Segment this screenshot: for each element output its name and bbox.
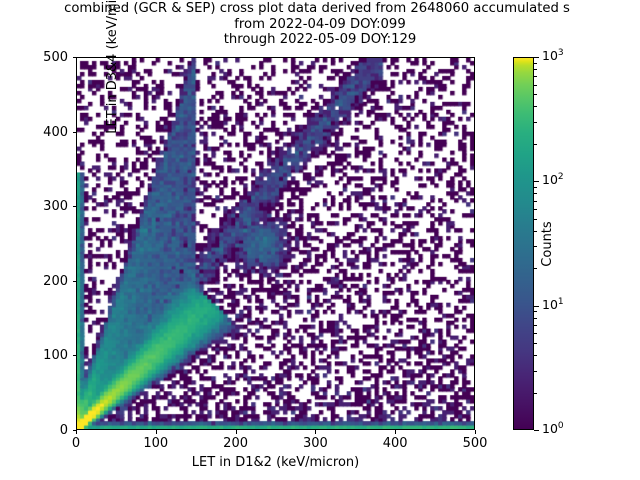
ytick-mark-400 bbox=[72, 131, 76, 133]
y-axis-label: LET in D3&4 (keV/micron) bbox=[104, 0, 120, 134]
cbtick-base-1e0: 10 bbox=[542, 421, 558, 437]
cbtick-mark-1e3 bbox=[534, 57, 539, 58]
y-axis-label-wrapper: LET in D3&4 (keV/micron) bbox=[103, 0, 121, 250]
cbtick-minor-50 bbox=[534, 218, 537, 220]
colorbar-gradient[interactable] bbox=[513, 57, 534, 430]
cbtick-mark-1e0 bbox=[534, 430, 539, 431]
xtick-mark-100 bbox=[155, 430, 157, 434]
cbtick-label-1e2: 102 bbox=[542, 172, 564, 187]
cbtick-label-1e3: 103 bbox=[542, 48, 564, 63]
cbtick-minor-2 bbox=[534, 392, 537, 394]
cbtick-minor-3 bbox=[534, 370, 537, 372]
ytick-mark-200 bbox=[72, 280, 76, 282]
cbtick-label-1e0: 100 bbox=[542, 421, 564, 436]
xtick-label-300: 300 bbox=[302, 436, 328, 451]
cbtick-exp-1e1: 1 bbox=[557, 296, 564, 307]
cbtick-minor-700 bbox=[534, 76, 537, 78]
cbtick-minor-6 bbox=[534, 333, 537, 335]
xtick-mark-500 bbox=[475, 430, 476, 434]
cbtick-minor-600 bbox=[534, 84, 537, 86]
cbtick-minor-70 bbox=[534, 200, 537, 202]
cbtick-mark-1e1 bbox=[534, 305, 539, 307]
cbtick-minor-300 bbox=[534, 121, 537, 123]
cbtick-minor-30 bbox=[534, 246, 537, 248]
cbtick-exp-1e3: 3 bbox=[557, 48, 564, 58]
xtick-mark-0 bbox=[76, 430, 77, 434]
x-axis-label: LET in D1&2 (keV/micron) bbox=[191, 455, 360, 470]
colorbar-label-wrapper: Counts bbox=[538, 159, 556, 329]
cbtick-minor-400 bbox=[534, 106, 537, 108]
cbtick-label-1e1: 101 bbox=[542, 297, 564, 312]
cbtick-minor-500 bbox=[534, 94, 537, 96]
xtick-label-400: 400 bbox=[382, 436, 408, 451]
ytick-label-0: 0 bbox=[59, 423, 68, 438]
cbtick-minor-9 bbox=[534, 311, 537, 313]
cbtick-mark-1e2 bbox=[534, 181, 539, 183]
cbtick-exp-1e2: 2 bbox=[557, 172, 564, 183]
cbtick-minor-90 bbox=[534, 187, 537, 188]
plot-panel[interactable] bbox=[76, 57, 475, 430]
plot-title-line-3: through 2022-05-09 DOY:129 bbox=[223, 32, 417, 47]
ytick-label-400: 400 bbox=[43, 124, 68, 140]
xtick-mark-400 bbox=[395, 430, 397, 434]
cbtick-minor-4 bbox=[534, 355, 537, 357]
cbtick-minor-200 bbox=[534, 143, 537, 145]
ytick-mark-0 bbox=[72, 430, 76, 431]
ytick-label-300: 300 bbox=[43, 199, 68, 215]
ytick-mark-500 bbox=[72, 57, 76, 58]
histogram-2d-canvas bbox=[77, 58, 474, 429]
cbtick-base-1e1: 10 bbox=[542, 296, 558, 312]
ytick-mark-300 bbox=[72, 206, 76, 208]
xtick-label-100: 100 bbox=[143, 436, 169, 451]
cbtick-minor-800 bbox=[534, 69, 537, 70]
cbtick-minor-900 bbox=[534, 62, 537, 64]
cbtick-minor-60 bbox=[534, 208, 537, 210]
xtick-label-0: 0 bbox=[71, 436, 81, 451]
plot-title-line-2: from 2022-04-09 DOY:099 bbox=[234, 16, 406, 32]
cbtick-base-1e2: 10 bbox=[542, 172, 558, 188]
ytick-mark-100 bbox=[72, 355, 76, 357]
plot-title-line-1: combined (GCR & SEP) cross plot data der… bbox=[64, 1, 570, 16]
cbtick-base-1e3: 10 bbox=[542, 48, 558, 64]
cbtick-exp-1e0: 0 bbox=[557, 421, 564, 431]
ytick-label-200: 200 bbox=[43, 273, 68, 289]
xtick-mark-200 bbox=[235, 430, 237, 434]
xtick-label-500: 500 bbox=[462, 436, 488, 451]
ytick-label-100: 100 bbox=[43, 348, 68, 364]
xtick-mark-300 bbox=[315, 430, 317, 434]
cbtick-minor-80 bbox=[534, 193, 537, 195]
plot-title: combined (GCR & SEP) cross plot data der… bbox=[0, 1, 640, 48]
ytick-label-500: 500 bbox=[43, 50, 68, 65]
cbtick-minor-5 bbox=[534, 343, 537, 345]
cbtick-minor-40 bbox=[534, 230, 537, 232]
cbtick-minor-8 bbox=[534, 317, 537, 319]
xtick-label-200: 200 bbox=[223, 436, 248, 451]
colorbar-label: Counts bbox=[539, 221, 555, 267]
cbtick-minor-7 bbox=[534, 325, 537, 326]
cbtick-minor-20 bbox=[534, 268, 537, 270]
